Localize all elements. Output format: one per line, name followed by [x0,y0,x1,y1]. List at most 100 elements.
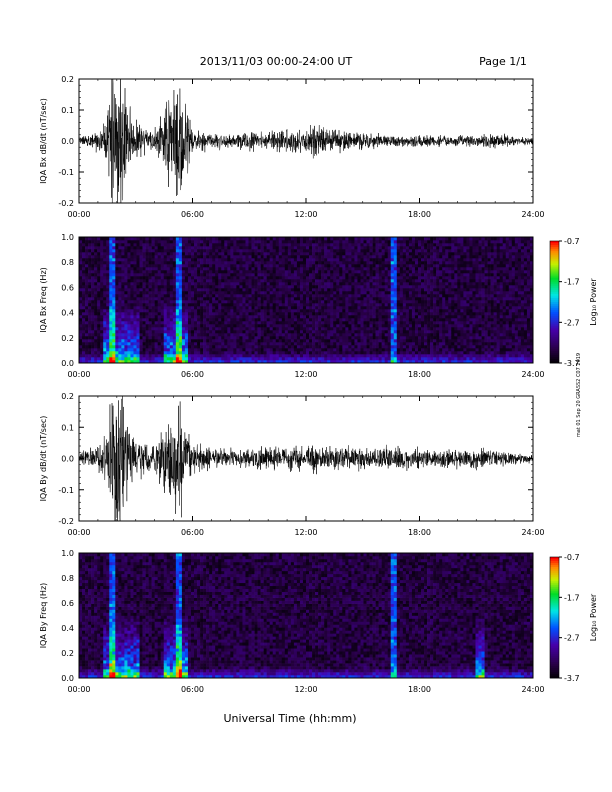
y-tick-label: 0.4 [61,624,74,633]
y-tick-label: 0.0 [61,455,74,464]
colorbar-segment [550,283,559,287]
colorbar-segment [550,567,559,570]
colorbar-segment [550,269,559,272]
y-tick-label: 0.0 [61,137,74,146]
x-tick-label: 18:00 [408,528,431,537]
colorbar-segment [550,358,559,362]
colorbar-segment [550,271,559,274]
y-tick-label: -0.2 [58,199,74,208]
data-trace [78,395,534,522]
colorbar-segment [550,253,559,256]
side-note: mat 01 Sep 20 GRASS2 C07 2019 [576,353,582,437]
colorbar-segment [550,281,559,285]
colorbar-tick-label: -3.7 [564,674,580,683]
colorbar-segment [550,342,559,346]
colorbar-segment [550,651,559,655]
colorbar-segment [550,279,559,283]
colorbar-segment [550,338,559,342]
colorbar-segment [550,647,559,651]
colorbar-segment [550,255,559,258]
x-tick-label: 00:00 [67,210,90,219]
colorbar-segment [550,661,559,665]
colorbar-segment [550,589,559,592]
y-tick-label: -0.2 [58,517,74,526]
colorbar-segment [550,348,559,352]
colorbar-segment [550,314,559,317]
plot-frame [78,236,534,364]
colorbar-segment [550,243,559,246]
colorbar-tick-label: -0.7 [564,237,580,246]
colorbar-segment [550,633,559,637]
colorbar-tick-label: -1.7 [564,278,580,287]
colorbar-tick-label: -2.7 [564,634,580,643]
x-tick-label: 18:00 [408,210,431,219]
colorbar-segment [550,655,559,659]
colorbar-segment [550,275,559,278]
x-tick-label: 00:00 [67,528,90,537]
colorbar-segment [550,575,559,578]
x-tick-label: 06:00 [181,210,204,219]
colorbar-segment [550,293,559,297]
colorbar-segment [550,251,559,254]
y-tick-label: 0.4 [61,309,74,318]
y-tick-label: 0.1 [61,423,74,432]
colorbar-segment [550,324,559,327]
x-tick-label: 24:00 [521,210,544,219]
colorbar-segment [550,627,559,630]
colorbar-segment [550,621,559,624]
data-trace [78,78,534,204]
colorbar-segment [550,645,559,649]
colorbar-segment [550,346,559,350]
y-axis-label: IQA Bx dB/dt (nT/sec) [39,98,48,184]
x-tick-label: 00:00 [67,685,90,694]
colorbar-segment [550,643,559,647]
colorbar-segment [550,334,559,337]
colorbar-segment [550,565,559,568]
colorbar-segment [550,587,559,590]
colorbar-label: Log₁₀ Power [589,593,598,641]
colorbar-segment [550,302,559,305]
x-tick-label: 12:00 [294,210,317,219]
colorbar-segment [550,593,559,596]
y-tick-label: 0.0 [61,359,74,368]
colorbar-segment [550,295,559,299]
colorbar-frame [549,556,560,679]
axes-panel-4: 1.0 0.8 0.6 0.4 0.2 0.0 00:00 06:00 12:00 18:00 24… [39,549,545,694]
colorbar-segment [550,263,559,266]
colorbar-segment [550,635,559,639]
colorbar-segment [550,297,559,301]
colorbar-tick-label: -2.7 [564,318,580,327]
colorbar-segment [550,573,559,576]
page-indicator: Page 1/1 [479,55,527,68]
colorbar-segment [550,559,559,562]
colorbar-segment [550,667,559,671]
colorbar-segment [550,673,559,677]
x-tick-label: 18:00 [408,685,431,694]
colorbar-segment [550,607,559,610]
y-tick-label: 0.2 [61,392,74,401]
colorbar-segment [550,277,559,281]
axes-panel-1: 0.2 0.1 0.0 -0.1 -0.2 00:00 06:00 12:00 18:00 24:… [39,75,545,219]
colorbar-segment [550,619,559,622]
y-tick-label: 0.2 [61,334,74,343]
y-tick-label: 1.0 [61,233,74,242]
figure-title: 2013/11/03 00:00-24:00 UT [200,55,353,68]
colorbar-segment [550,557,559,560]
y-tick-label: 0.2 [61,75,74,84]
colorbar-segment [550,663,559,667]
colorbar-segment [550,332,559,335]
colorbar-segment [550,340,559,344]
colorbar-segment [550,291,559,295]
colorbar-segment [550,665,559,669]
colorbar-segment [550,249,559,252]
y-tick-label: 0.6 [61,599,74,608]
colorbar-segment [550,310,559,313]
y-tick-label: 0.8 [61,258,74,267]
colorbar-segment [550,326,559,329]
colorbar-segment [550,247,559,250]
colorbar-segment [550,577,559,580]
colorbar-segment [550,583,559,586]
colorbar-segment [550,617,559,620]
x-tick-label: 06:00 [181,528,204,537]
y-tick-label: 0.6 [61,283,74,292]
